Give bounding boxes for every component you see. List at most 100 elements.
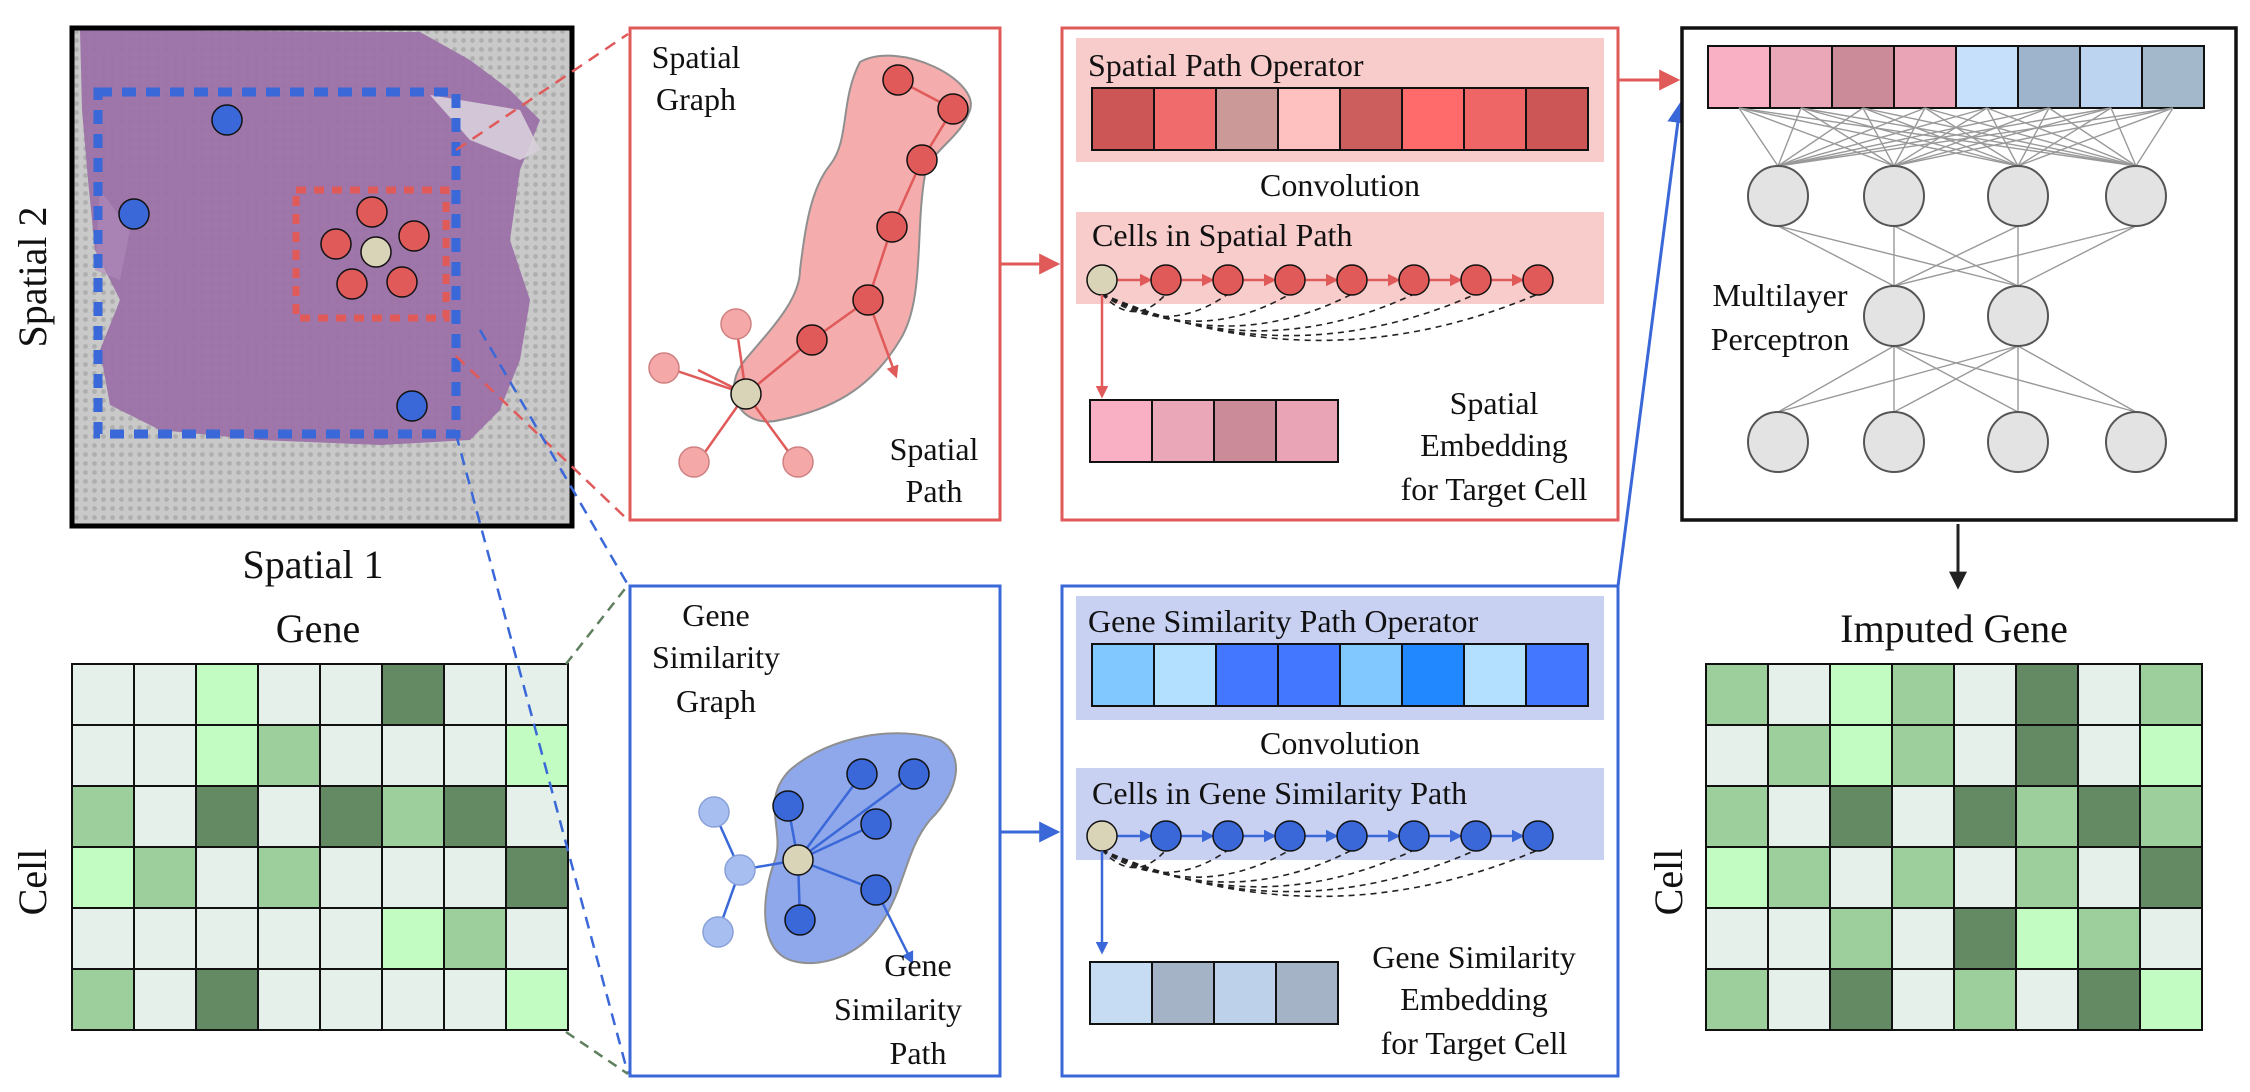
mlp-edge	[2048, 107, 2137, 167]
vector-cell	[1089, 399, 1153, 463]
mlp-label: Perceptron	[1711, 321, 1850, 357]
matrix-cell	[71, 663, 135, 726]
tissue-image	[69, 25, 575, 529]
graph-node	[772, 790, 804, 822]
matrix-cell	[2015, 785, 2079, 848]
matrix-cell	[71, 724, 135, 787]
spatial-path-region	[733, 54, 972, 423]
vector-cell	[1215, 87, 1279, 151]
vector-cell	[1277, 643, 1341, 707]
mlp-edge	[1777, 225, 2019, 287]
red-spot	[386, 266, 418, 298]
spatial1-label: Spatial 1	[242, 542, 383, 587]
graph-node	[882, 64, 914, 96]
matrix-cell	[2015, 724, 2079, 787]
matrix-cell	[1705, 968, 1769, 1031]
matrix-cell	[195, 785, 259, 848]
gene-to-mlp-arrow	[1616, 101, 1689, 587]
matrix-cell	[133, 907, 197, 970]
target-node	[782, 844, 814, 876]
matrix-cell	[381, 724, 445, 787]
matrix-cell	[1953, 907, 2017, 970]
matrix-cell	[381, 968, 445, 1031]
spatial-path-label: Spatial	[890, 431, 979, 467]
matrix-cell	[381, 785, 445, 848]
matrix-cell	[1705, 907, 1769, 970]
mlp-neuron	[2105, 165, 2167, 227]
matrix-cell	[1953, 846, 2017, 909]
matrix-cell	[1767, 663, 1831, 726]
graph-node	[796, 324, 828, 356]
gene-graph-label: Graph	[676, 683, 756, 719]
matrix-cell	[1829, 785, 1893, 848]
mlp-edge	[1893, 345, 2019, 413]
matrix-cell	[1829, 663, 1893, 726]
mlp-edge	[1777, 345, 2019, 413]
matrix-cell	[2077, 907, 2141, 970]
matrix-cell	[443, 724, 507, 787]
matrix-cell	[1767, 724, 1831, 787]
vector-cell	[1091, 643, 1155, 707]
matrix-cell	[133, 968, 197, 1031]
target-node	[730, 378, 762, 410]
matrix-cell	[1891, 724, 1955, 787]
mlp-edge	[1893, 107, 2174, 167]
matrix-cell	[2077, 846, 2141, 909]
graph-node	[937, 93, 969, 125]
matrix-cell	[257, 785, 321, 848]
blue-region-box	[93, 87, 461, 439]
spatial-embedding-label: for Target Cell	[1401, 471, 1588, 507]
matrix-cell	[2139, 724, 2203, 787]
mlp-edge	[1777, 107, 1926, 167]
path-node	[1398, 820, 1430, 852]
matrix-cell	[257, 846, 321, 909]
mlp-edge	[2135, 107, 2174, 167]
mlp-edge	[2017, 107, 2112, 167]
matrix-cell	[2077, 663, 2141, 726]
matrix-cell	[71, 785, 135, 848]
path-node	[1150, 820, 1182, 852]
mlp-edge	[1777, 345, 1895, 413]
vector-cell	[1151, 961, 1215, 1025]
mlp-edge	[1862, 107, 1895, 167]
matrix-cell	[1891, 785, 1955, 848]
mlp-neuron	[1987, 285, 2049, 347]
matrix-cell	[2077, 785, 2141, 848]
gene-operator-title: Gene Similarity Path Operator	[1088, 603, 1478, 639]
matrix-cell	[257, 968, 321, 1031]
vector-cell	[1525, 87, 1589, 151]
matrix-cell	[2015, 663, 2079, 726]
vector-cell	[1213, 961, 1277, 1025]
gene-convolution-label: Convolution	[1260, 725, 1420, 761]
matrix-cell	[257, 907, 321, 970]
matrix-cell	[505, 785, 569, 848]
vector-cell	[1215, 643, 1279, 707]
matrix-cell	[133, 724, 197, 787]
matrix-cell	[319, 968, 383, 1031]
spatial-graph-nodes	[648, 64, 969, 478]
matrix-cell	[1705, 663, 1769, 726]
skip-connection	[1101, 293, 1477, 337]
matrix-cell	[71, 968, 135, 1031]
matrix-cell	[257, 724, 321, 787]
vector-cell	[2141, 45, 2205, 109]
vector-cell	[2079, 45, 2143, 109]
matrix-cell	[195, 846, 259, 909]
graph-node	[720, 308, 752, 340]
matrix-cell	[1891, 846, 1955, 909]
graph-node	[860, 874, 892, 906]
mlp-edge	[2017, 345, 2137, 413]
mlp-neuron	[1747, 165, 1809, 227]
mlp-edge	[2017, 225, 2137, 287]
spatial-path-chain	[1086, 264, 1554, 399]
red-spot	[336, 268, 368, 300]
spatial-path-label: Path	[906, 473, 963, 509]
matrix-cell	[1891, 968, 1955, 1031]
blue-spot	[396, 390, 428, 422]
matrix-cell	[505, 907, 569, 970]
graph-node	[852, 284, 884, 316]
matrix-cell	[1829, 724, 1893, 787]
graph-node	[898, 758, 930, 790]
skip-connection	[1101, 849, 1477, 893]
